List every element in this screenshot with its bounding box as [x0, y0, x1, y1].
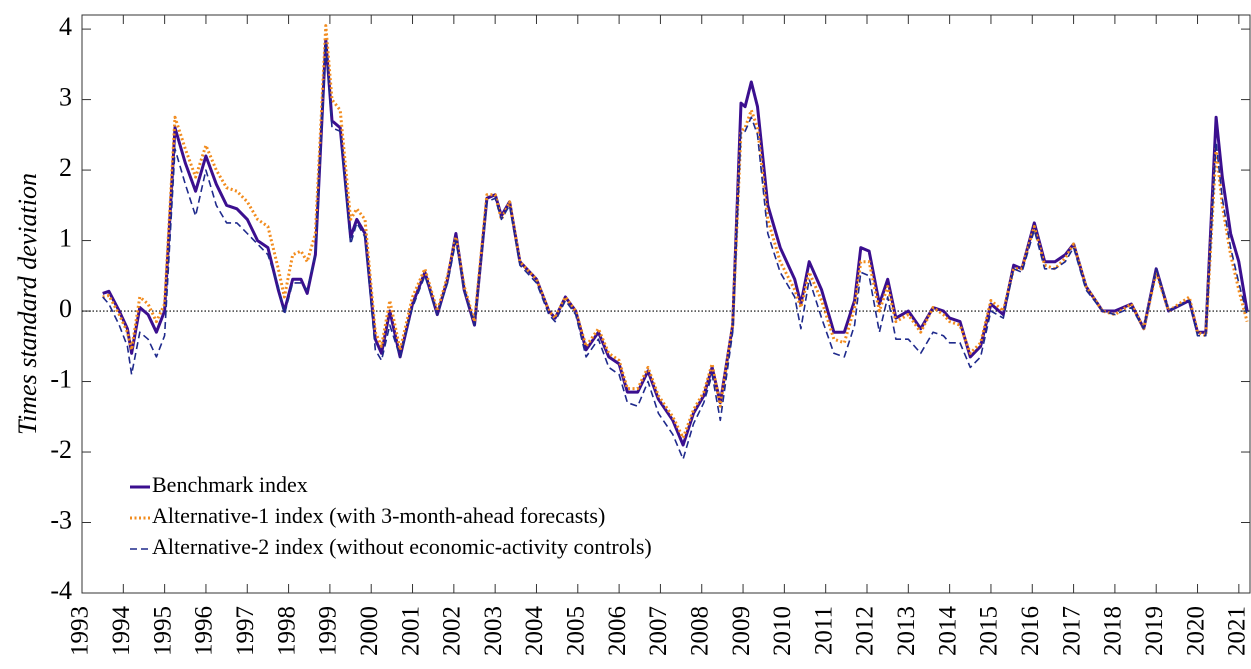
x-tick-label: 2002: [439, 606, 466, 656]
x-tick-label: 2012: [852, 606, 879, 656]
x-tick-label: 2008: [686, 606, 713, 656]
legend-label: Alternative-1 index (with 3-month-ahead …: [152, 503, 605, 528]
legend-label: Alternative-2 index (without economic-ac…: [152, 534, 652, 559]
x-tick-label: 2020: [1182, 606, 1209, 656]
x-tick-label: 2019: [1141, 606, 1168, 656]
y-tick-label: 1: [59, 224, 72, 253]
x-tick-label: 2001: [397, 606, 424, 656]
x-tick-label: 2010: [769, 606, 796, 656]
x-tick-label: 2000: [356, 606, 383, 656]
y-axis-label: Times standard deviation: [13, 173, 42, 435]
y-tick-label: -4: [50, 576, 72, 605]
x-tick-label: 2018: [1100, 606, 1127, 656]
y-tick-label: -1: [50, 365, 72, 394]
x-tick-label: 1995: [149, 606, 176, 656]
x-tick-label: 1998: [273, 606, 300, 656]
legend-label: Benchmark index: [152, 472, 308, 497]
y-tick-label: -2: [50, 435, 72, 464]
x-tick-label: 2015: [976, 606, 1003, 656]
x-tick-label: 1999: [315, 606, 342, 656]
x-tick-label: 2005: [563, 606, 590, 656]
x-tick-label: 1996: [191, 606, 218, 656]
x-tick-label: 2009: [728, 606, 755, 656]
x-tick-label: 2006: [604, 606, 631, 656]
x-tick-label: 2007: [645, 606, 672, 656]
x-tick-label: 2021: [1224, 606, 1251, 656]
x-tick-label: 2013: [893, 606, 920, 656]
y-tick-label: 2: [59, 153, 72, 182]
y-tick-label: 4: [59, 12, 72, 41]
series-line: [102, 42, 1248, 460]
x-tick-label: 2014: [934, 606, 961, 657]
y-tick-label: -3: [50, 505, 72, 534]
x-tick-label: 2011: [810, 606, 837, 655]
plot-frame: [81, 14, 1251, 594]
y-tick-label: 0: [59, 294, 72, 323]
x-tick-label: 1993: [67, 606, 94, 656]
x-tick-label: 2017: [1058, 606, 1085, 656]
x-tick-label: 1997: [232, 606, 259, 656]
x-tick-label: 2016: [1017, 606, 1044, 656]
x-tick-label: 2003: [480, 606, 507, 656]
x-tick-label: 1994: [108, 606, 135, 657]
series-line: [102, 38, 1249, 447]
series-line: [102, 24, 1249, 440]
x-tick-label: 2004: [521, 606, 548, 657]
y-tick-label: 3: [59, 83, 72, 112]
